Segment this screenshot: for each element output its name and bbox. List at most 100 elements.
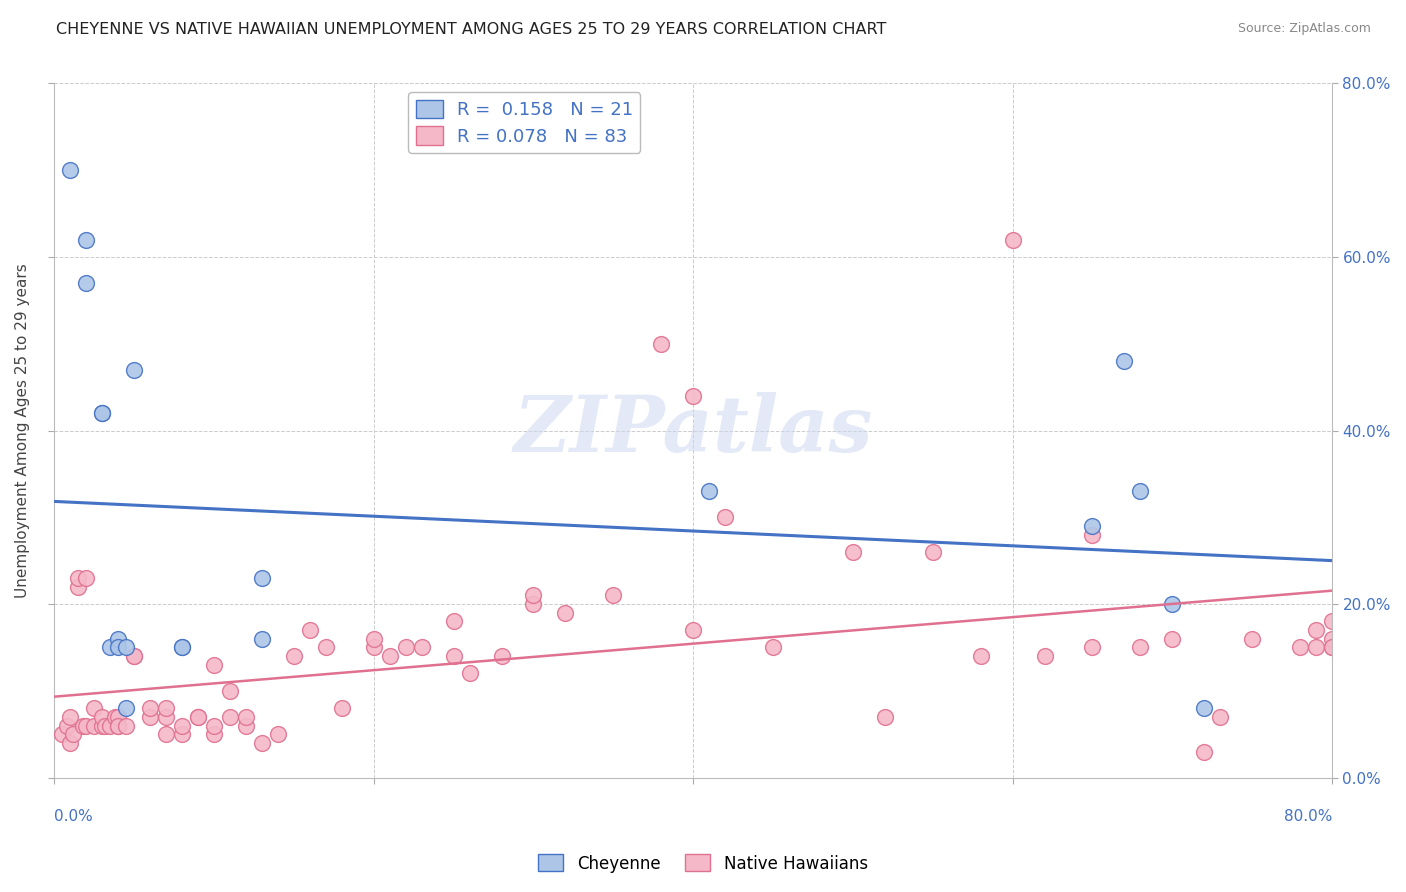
Point — [172, 727, 194, 741]
Point — [98, 640, 121, 655]
Text: ZIPatlas: ZIPatlas — [513, 392, 873, 469]
Point — [522, 588, 544, 602]
Point — [458, 666, 481, 681]
Point — [172, 640, 194, 655]
Point — [62, 727, 84, 741]
Point — [91, 406, 114, 420]
Point — [363, 632, 385, 646]
Y-axis label: Unemployment Among Ages 25 to 29 years: Unemployment Among Ages 25 to 29 years — [15, 263, 30, 598]
Point — [443, 649, 465, 664]
Point — [1305, 640, 1327, 655]
Point — [67, 571, 90, 585]
Point — [51, 727, 73, 741]
Point — [682, 623, 704, 637]
Point — [1320, 640, 1343, 655]
Point — [682, 389, 704, 403]
Point — [235, 718, 257, 732]
Legend: R =  0.158   N = 21, R = 0.078   N = 83: R = 0.158 N = 21, R = 0.078 N = 83 — [408, 93, 640, 153]
Point — [235, 710, 257, 724]
Point — [1194, 701, 1216, 715]
Point — [107, 718, 129, 732]
Point — [1129, 484, 1152, 499]
Point — [921, 545, 943, 559]
Point — [443, 615, 465, 629]
Point — [107, 718, 129, 732]
Point — [219, 710, 242, 724]
Point — [115, 701, 138, 715]
Point — [1114, 354, 1136, 368]
Point — [67, 580, 90, 594]
Point — [75, 718, 97, 732]
Point — [970, 649, 993, 664]
Point — [75, 233, 97, 247]
Point — [56, 718, 79, 732]
Point — [395, 640, 418, 655]
Point — [83, 701, 105, 715]
Point — [250, 571, 273, 585]
Point — [1161, 632, 1184, 646]
Point — [315, 640, 337, 655]
Point — [219, 683, 242, 698]
Point — [1001, 233, 1024, 247]
Point — [202, 657, 225, 672]
Point — [75, 276, 97, 290]
Point — [155, 727, 177, 741]
Point — [250, 736, 273, 750]
Point — [1289, 640, 1312, 655]
Point — [104, 710, 127, 724]
Point — [202, 727, 225, 741]
Point — [267, 727, 290, 741]
Point — [75, 571, 97, 585]
Point — [1320, 632, 1343, 646]
Point — [1194, 745, 1216, 759]
Text: CHEYENNE VS NATIVE HAWAIIAN UNEMPLOYMENT AMONG AGES 25 TO 29 YEARS CORRELATION C: CHEYENNE VS NATIVE HAWAIIAN UNEMPLOYMENT… — [56, 22, 887, 37]
Point — [94, 718, 117, 732]
Point — [1129, 640, 1152, 655]
Point — [155, 701, 177, 715]
Point — [873, 710, 896, 724]
Point — [107, 640, 129, 655]
Point — [1241, 632, 1264, 646]
Point — [330, 701, 353, 715]
Point — [172, 718, 194, 732]
Point — [122, 363, 145, 377]
Point — [1033, 649, 1056, 664]
Point — [762, 640, 785, 655]
Point — [842, 545, 865, 559]
Point — [1320, 615, 1343, 629]
Point — [491, 649, 513, 664]
Point — [83, 718, 105, 732]
Point — [283, 649, 305, 664]
Point — [72, 718, 94, 732]
Point — [107, 632, 129, 646]
Point — [59, 736, 82, 750]
Point — [187, 710, 209, 724]
Point — [1209, 710, 1232, 724]
Point — [298, 623, 321, 637]
Point — [122, 649, 145, 664]
Point — [378, 649, 401, 664]
Point — [363, 640, 385, 655]
Point — [1081, 527, 1104, 541]
Point — [172, 640, 194, 655]
Point — [602, 588, 624, 602]
Point — [411, 640, 433, 655]
Point — [250, 632, 273, 646]
Point — [98, 718, 121, 732]
Point — [650, 336, 672, 351]
Text: 0.0%: 0.0% — [55, 809, 93, 824]
Point — [714, 510, 737, 524]
Point — [1081, 640, 1104, 655]
Point — [1305, 623, 1327, 637]
Point — [139, 710, 162, 724]
Point — [202, 718, 225, 732]
Point — [554, 606, 576, 620]
Point — [59, 710, 82, 724]
Point — [91, 710, 114, 724]
Point — [107, 710, 129, 724]
Point — [59, 163, 82, 178]
Text: Source: ZipAtlas.com: Source: ZipAtlas.com — [1237, 22, 1371, 36]
Point — [122, 649, 145, 664]
Legend: Cheyenne, Native Hawaiians: Cheyenne, Native Hawaiians — [531, 847, 875, 880]
Point — [187, 710, 209, 724]
